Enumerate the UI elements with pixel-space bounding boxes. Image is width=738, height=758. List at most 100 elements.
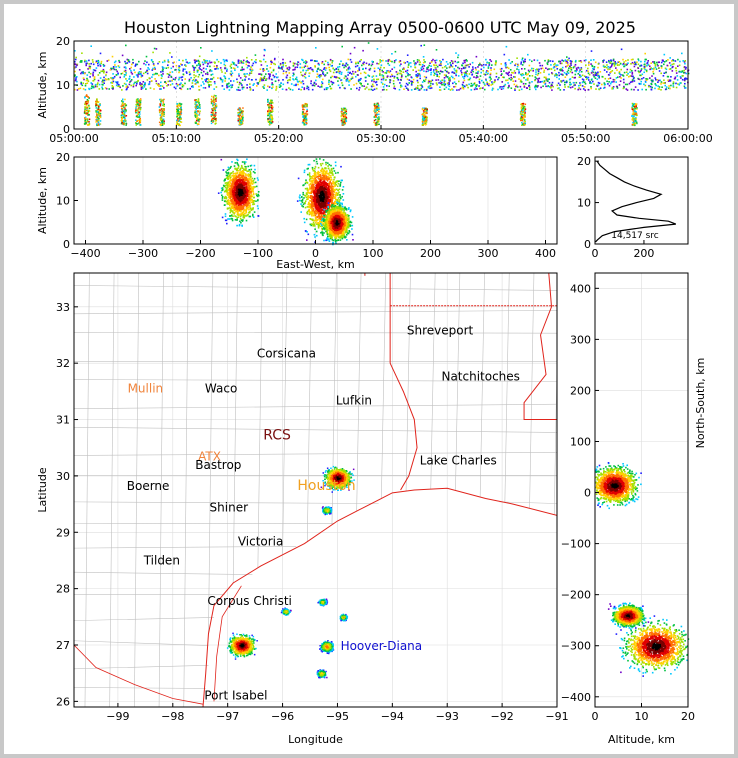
source-point [590, 82, 593, 84]
source-point [476, 88, 478, 90]
source-point [193, 69, 195, 71]
cell-source-point [344, 111, 346, 114]
source-point [504, 83, 507, 86]
source-point [558, 71, 560, 74]
cell-source-point [341, 122, 343, 124]
source-point [397, 79, 400, 81]
cell-source-point [375, 114, 378, 117]
source-point [169, 71, 171, 74]
density-point [236, 219, 238, 221]
source-point [385, 60, 387, 62]
density-point [228, 218, 231, 220]
source-point [200, 47, 202, 49]
source-point [545, 79, 548, 82]
source-point [132, 62, 134, 64]
source-point [603, 86, 606, 89]
cell-source-point [342, 108, 345, 110]
cell-source-point [213, 99, 215, 102]
source-point [652, 70, 654, 73]
source-point [569, 78, 572, 80]
source-point [460, 68, 463, 70]
source-point [393, 60, 396, 62]
density-point [252, 189, 254, 191]
density-point [252, 191, 254, 193]
source-point [548, 68, 550, 70]
cell-source-point [195, 113, 197, 116]
cell-source-point [88, 105, 90, 107]
source-point [501, 86, 503, 88]
source-point [134, 65, 137, 67]
density-point [252, 216, 255, 218]
source-point [429, 85, 432, 88]
cell-source-point [271, 111, 273, 113]
source-point [328, 83, 330, 85]
source-point [116, 83, 119, 85]
source-point [395, 59, 397, 61]
density-point [227, 191, 230, 194]
source-point [574, 70, 576, 72]
density-point [249, 170, 251, 173]
cell-source-point [86, 99, 89, 101]
source-point [514, 80, 517, 82]
source-point [490, 69, 492, 71]
cell-source-point [270, 115, 272, 117]
density-point [241, 179, 244, 181]
cell-source-point [523, 110, 526, 112]
source-point [561, 73, 563, 76]
source-point [108, 78, 110, 81]
cell-source-point [159, 114, 162, 116]
source-point [194, 61, 196, 64]
source-point [582, 79, 585, 81]
source-point [223, 63, 226, 66]
source-point [213, 61, 216, 63]
source-point [253, 60, 256, 63]
source-point [497, 78, 499, 81]
source-point [622, 75, 625, 77]
source-point [103, 76, 105, 79]
source-point [182, 73, 185, 76]
source-point [611, 88, 613, 90]
cell-source-point [134, 110, 137, 113]
source-point [611, 63, 613, 65]
source-point [585, 64, 587, 66]
cell-source-point [177, 109, 179, 111]
cell-source-point [523, 105, 526, 108]
cell-source-point [241, 118, 243, 120]
cell-source-point [177, 118, 179, 120]
cell-source-point [305, 119, 308, 122]
source-point [607, 66, 609, 68]
source-point [430, 71, 432, 74]
source-point [479, 63, 481, 66]
source-point [486, 82, 489, 84]
source-point [684, 60, 686, 62]
source-point [163, 59, 166, 62]
source-point [587, 70, 589, 73]
source-point [244, 79, 246, 81]
source-point [292, 62, 295, 64]
source-point [583, 86, 586, 88]
cell-source-point [163, 122, 165, 124]
source-point [129, 81, 131, 83]
cell-source-point [522, 111, 524, 113]
cell-source-point [162, 104, 164, 107]
source-point [304, 61, 306, 63]
source-point [519, 80, 522, 83]
source-point [645, 78, 647, 80]
density-point [244, 174, 247, 176]
source-point [198, 73, 201, 76]
source-point [663, 53, 666, 56]
source-point [471, 69, 473, 71]
source-point [507, 67, 510, 70]
cell-source-point [138, 115, 141, 117]
source-point [221, 81, 224, 83]
source-point [510, 79, 512, 81]
source-point [607, 78, 610, 80]
source-point [643, 63, 646, 66]
source-point [538, 62, 541, 64]
cell-source-point [99, 114, 101, 117]
source-point [314, 65, 316, 67]
source-point [609, 68, 611, 70]
source-point [652, 80, 654, 83]
source-point [462, 76, 464, 78]
source-point [469, 63, 471, 66]
